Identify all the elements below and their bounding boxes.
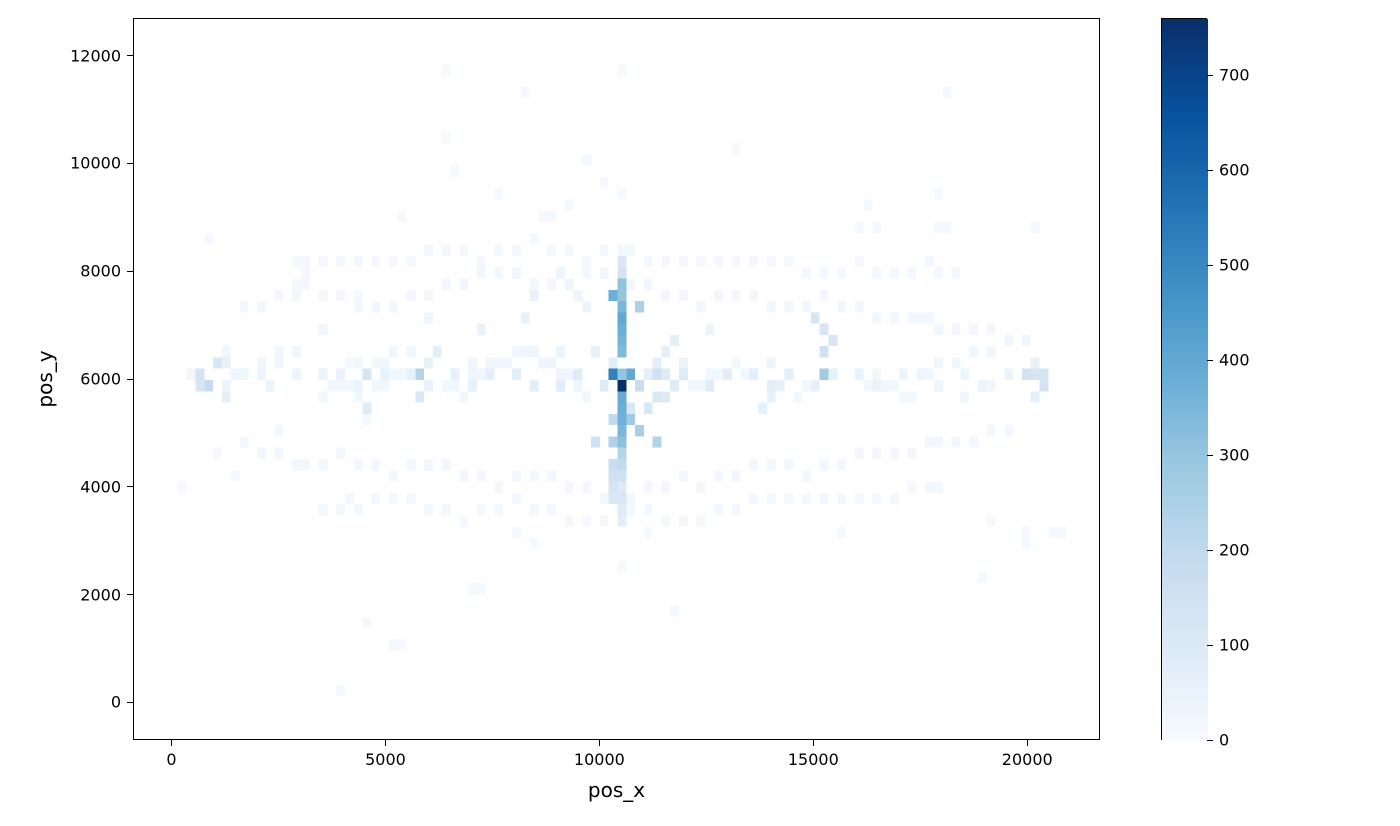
colorbar-tick-label: 100 — [1219, 636, 1250, 655]
colorbar-tick-label: 600 — [1219, 161, 1250, 180]
y-tick-label: 10000 — [70, 154, 121, 173]
y-axis-label: pos_y — [33, 350, 57, 407]
colorbar-tick-label: 500 — [1219, 256, 1250, 275]
x-tick-mark — [813, 740, 814, 746]
x-tick-label: 10000 — [574, 750, 625, 769]
colorbar-tick-mark — [1207, 740, 1213, 741]
x-tick-mark — [599, 740, 600, 746]
y-tick-label: 12000 — [70, 46, 121, 65]
y-tick-mark — [127, 486, 133, 487]
y-tick-mark — [127, 702, 133, 703]
x-axis-label: pos_x — [588, 778, 645, 802]
colorbar-tick-mark — [1207, 645, 1213, 646]
colorbar-tick-mark — [1207, 550, 1213, 551]
x-tick-mark — [171, 740, 172, 746]
y-tick-mark — [127, 379, 133, 380]
x-tick-mark — [1027, 740, 1028, 746]
heatmap-canvas — [134, 19, 1101, 741]
x-tick-label: 0 — [166, 750, 176, 769]
figure: pos_x pos_y 0500010000150002000002000400… — [0, 0, 1400, 826]
colorbar-tick-mark — [1207, 455, 1213, 456]
y-tick-mark — [127, 163, 133, 164]
x-tick-mark — [385, 740, 386, 746]
colorbar-tick-label: 400 — [1219, 351, 1250, 370]
y-tick-label: 2000 — [80, 585, 121, 604]
y-tick-mark — [127, 55, 133, 56]
y-tick-mark — [127, 594, 133, 595]
heatmap-axes — [133, 18, 1100, 740]
x-tick-label: 20000 — [1002, 750, 1053, 769]
x-tick-label: 15000 — [788, 750, 839, 769]
colorbar-canvas — [1162, 19, 1208, 741]
colorbar-tick-mark — [1207, 265, 1213, 266]
y-tick-label: 8000 — [80, 262, 121, 281]
colorbar — [1161, 18, 1207, 740]
y-tick-label: 4000 — [80, 477, 121, 496]
colorbar-tick-mark — [1207, 75, 1213, 76]
colorbar-tick-mark — [1207, 170, 1213, 171]
colorbar-tick-label: 700 — [1219, 66, 1250, 85]
colorbar-tick-label: 300 — [1219, 446, 1250, 465]
y-tick-label: 0 — [111, 693, 121, 712]
y-tick-mark — [127, 271, 133, 272]
colorbar-tick-label: 200 — [1219, 541, 1250, 560]
y-tick-label: 6000 — [80, 370, 121, 389]
colorbar-tick-mark — [1207, 360, 1213, 361]
x-tick-label: 5000 — [365, 750, 406, 769]
colorbar-tick-label: 0 — [1219, 731, 1229, 750]
